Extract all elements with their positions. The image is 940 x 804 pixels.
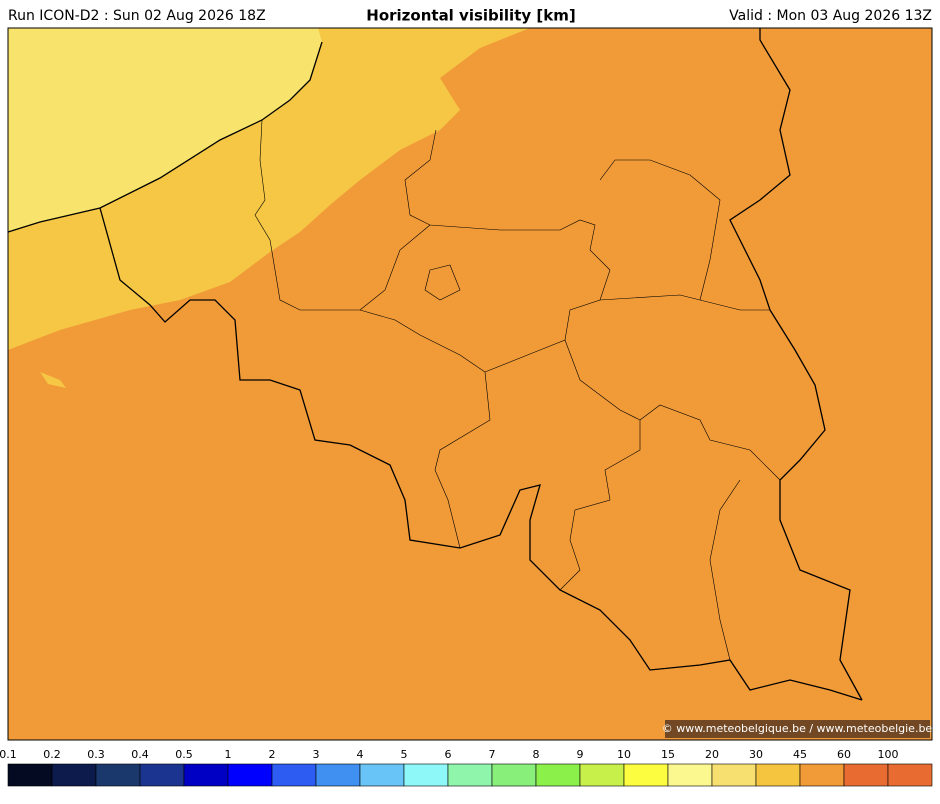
color-swatch	[403, 763, 449, 787]
color-swatch	[491, 763, 537, 787]
color-swatch	[227, 763, 273, 787]
color-swatch	[535, 763, 581, 787]
colorbar-label: 0.1	[0, 748, 17, 761]
credit-box	[665, 720, 930, 738]
color-swatch	[799, 763, 845, 787]
colorbar-label: 60	[837, 748, 851, 761]
colorbar-label: 8	[533, 748, 540, 761]
color-swatch	[7, 763, 53, 787]
color-swatch	[139, 763, 185, 787]
visibility-zone	[40, 372, 66, 388]
colorbar-label: 2	[269, 748, 276, 761]
color-swatch	[755, 763, 801, 787]
colorbar-label: 3	[313, 748, 320, 761]
color-swatch	[711, 763, 757, 787]
visibility-zone	[8, 28, 322, 232]
colorbar-label: 4	[357, 748, 364, 761]
colorbar-label: 10	[617, 748, 631, 761]
color-swatch	[579, 763, 625, 787]
credit: © www.meteobelgique.be / www.meteobelgie…	[662, 722, 933, 735]
color-swatch	[667, 763, 713, 787]
colorbar-label: 5	[401, 748, 408, 761]
map: © www.meteobelgique.be / www.meteobelgie…	[7, 27, 933, 741]
colorbar-label: 0.5	[175, 748, 193, 761]
colorbar-label: 20	[705, 748, 719, 761]
color-swatch	[51, 763, 97, 787]
colorbar-label: 0.3	[87, 748, 105, 761]
colorbar-label: 6	[445, 748, 452, 761]
color-swatch	[843, 763, 889, 787]
color-swatch	[183, 763, 229, 787]
color-swatch	[887, 763, 933, 787]
map-frame	[7, 27, 933, 741]
colorbar-label: 100	[878, 748, 899, 761]
colorbar-label: 30	[749, 748, 763, 761]
color-swatch	[95, 763, 141, 787]
province-border	[254, 119, 781, 661]
color-swatch	[271, 763, 317, 787]
map-title: Horizontal visibility [km]	[366, 7, 575, 25]
valid-label: Valid : Mon 03 Aug 2026 13Z	[729, 8, 932, 24]
color-swatch	[447, 763, 493, 787]
color-swatch	[623, 763, 669, 787]
colorbar-label: 45	[793, 748, 807, 761]
colorbar-label: 15	[661, 748, 675, 761]
colorbar: 0.1 0.2 0.3 0.4 0.5 1 2 3 4 5 6 7 8 9 10 15 20 30 45 60 100	[0, 748, 933, 787]
color-swatch	[315, 763, 361, 787]
colorbar-label: 1	[225, 748, 232, 761]
colorbar-label: 0.4	[131, 748, 149, 761]
run-label: Run ICON-D2 : Sun 02 Aug 2026 18Z	[8, 8, 266, 24]
colorbar-label: 7	[489, 748, 496, 761]
colorbar-label: 0.2	[43, 748, 61, 761]
color-swatch	[359, 763, 405, 787]
colorbar-label: 9	[577, 748, 584, 761]
